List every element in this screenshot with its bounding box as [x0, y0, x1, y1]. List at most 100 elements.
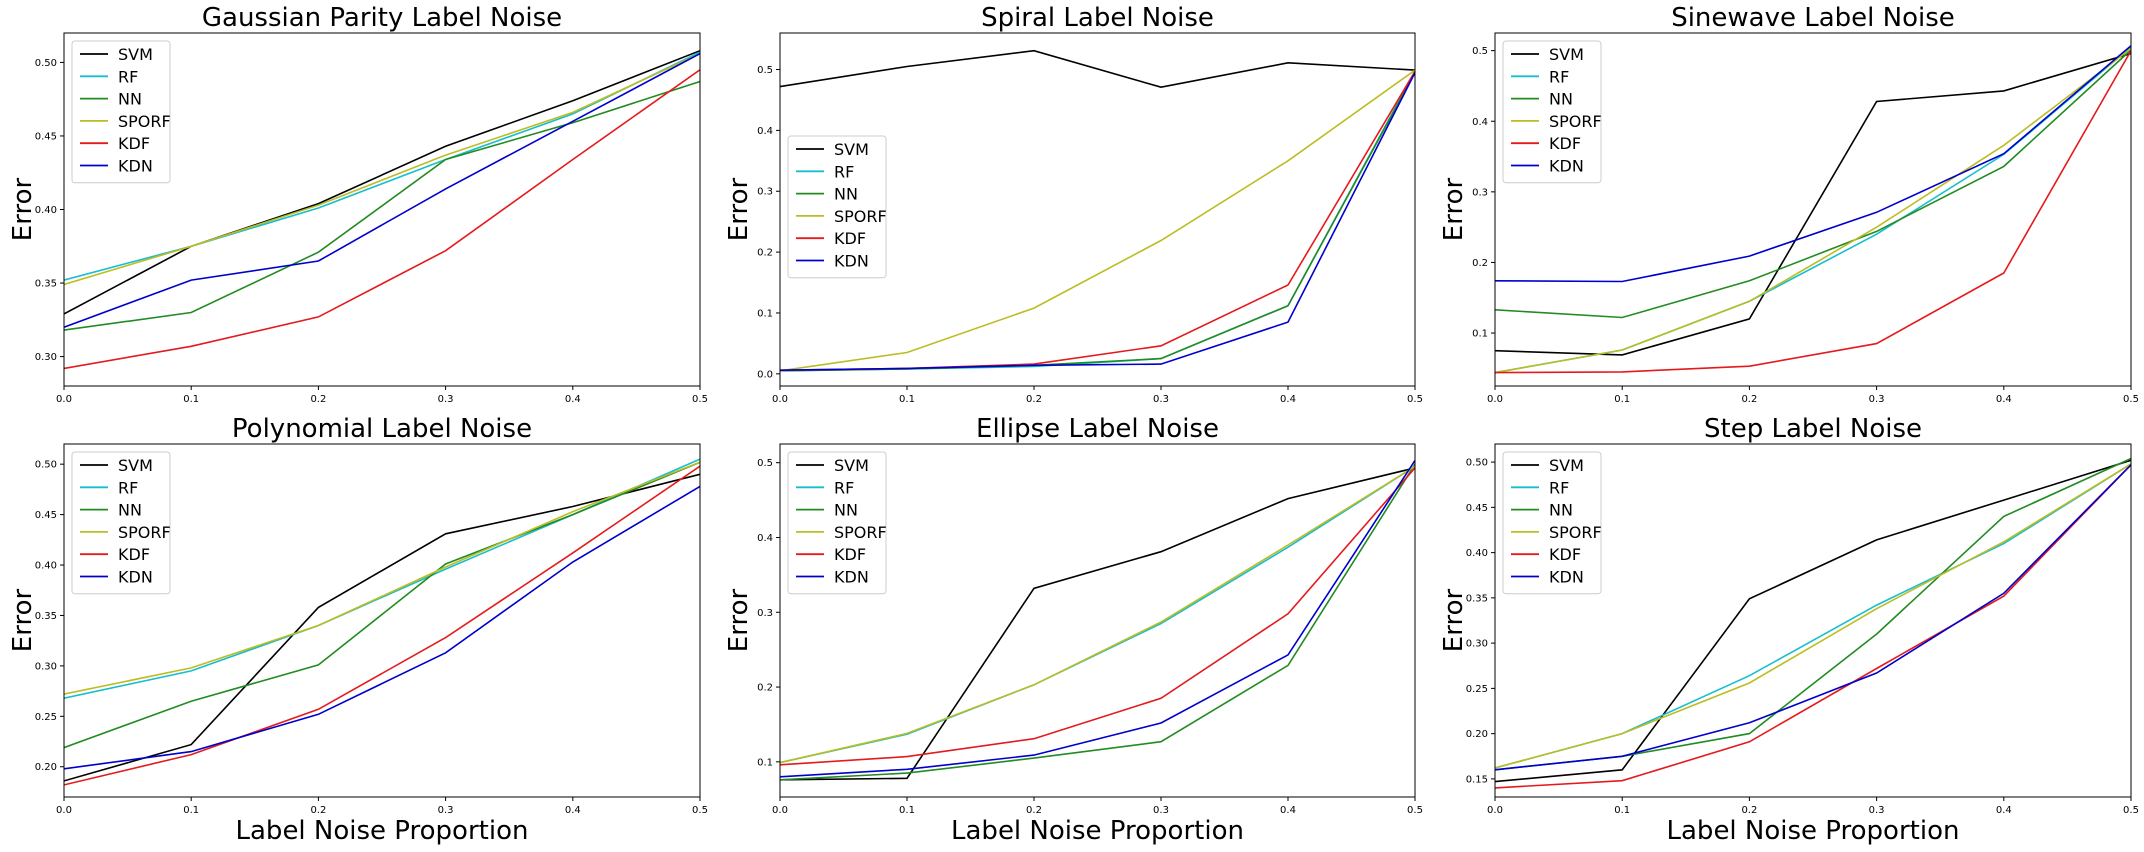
y-tick-label: 0.2 — [1472, 258, 1488, 269]
chart-panel-5: Ellipse Label Noise 0.0 0.1 0.2 0.3 0.4 0.5 0.1… — [724, 414, 1423, 846]
x-tick-label: 0.3 — [438, 805, 454, 816]
series-line-sporf — [1495, 47, 2131, 374]
x-tick-label: 0.1 — [899, 805, 915, 816]
legend-label-kdf: KDF — [118, 134, 150, 153]
x-tick-label: 0.2 — [1741, 805, 1757, 816]
series-line-kdf — [1495, 464, 2131, 789]
series-line-svm — [780, 467, 1415, 781]
legend: SVM RF NN SPORF KDF KDN — [71, 451, 171, 595]
x-tick-label: 0.5 — [692, 394, 708, 405]
x-tick-label: 0.2 — [310, 394, 326, 405]
x-tick-label: 0.3 — [1869, 394, 1885, 405]
x-tick-label: 0.1 — [183, 394, 199, 405]
chart-panel-2: Spiral Label Noise 0.0 0.1 0.2 0.3 0.4 0.5 0.0 0… — [724, 3, 1423, 405]
y-tick-label: 0.30 — [35, 352, 57, 363]
chart-title: Sinewave Label Noise — [1671, 3, 1955, 33]
y-tick-label: 0.35 — [35, 611, 57, 622]
y-axis-label: Error — [724, 589, 754, 653]
y-tick-label: 0.45 — [35, 131, 57, 142]
legend: SVM RF NN SPORF KDF KDN — [71, 40, 171, 184]
x-tick-label: 0.4 — [1280, 805, 1296, 816]
legend-label-kdn: KDN — [1549, 568, 1584, 587]
legend-label-svm: SVM — [118, 45, 153, 64]
x-tick-label: 0.5 — [2123, 805, 2139, 816]
y-tick-label: 0.3 — [1472, 187, 1488, 198]
series-line-kdn — [1495, 45, 2131, 283]
x-tick-label: 0.2 — [1026, 805, 1042, 816]
legend-label-rf: RF — [118, 67, 138, 86]
legend: SVM RF NN SPORF KDF KDN — [1502, 451, 1602, 595]
y-tick-label: 0.4 — [757, 126, 773, 137]
y-axis-label: Error — [8, 589, 38, 653]
x-axis-label: Label Noise Proportion — [1667, 816, 1960, 846]
y-tick-label: 0.20 — [35, 762, 57, 773]
legend-label-sporf: SPORF — [1549, 112, 1602, 131]
x-tick-label: 0.0 — [1487, 394, 1503, 405]
legend-label-svm: SVM — [1549, 45, 1584, 64]
x-tick-label: 0.0 — [1487, 805, 1503, 816]
legend-label-kdf: KDF — [834, 229, 866, 248]
x-tick-label: 0.2 — [310, 805, 326, 816]
y-tick-label: 0.35 — [1466, 593, 1488, 604]
series-line-kdn — [64, 52, 700, 328]
y-tick-label: 0.30 — [1466, 639, 1488, 650]
x-tick-label: 0.1 — [183, 805, 199, 816]
plot-frame — [63, 32, 701, 387]
legend-label-nn: NN — [1549, 90, 1573, 109]
plot-frame — [779, 32, 1416, 387]
legend: SVM RF NN SPORF KDF KDN — [787, 451, 887, 595]
chart-title: Step Label Noise — [1704, 414, 1922, 444]
legend-label-kdn: KDN — [118, 568, 153, 587]
series-line-kdf — [64, 69, 700, 370]
legend-label-kdf: KDF — [118, 545, 150, 564]
y-tick-label: 0.4 — [1472, 117, 1488, 128]
series-line-kdn — [780, 72, 1415, 371]
x-tick-label: 0.0 — [772, 394, 788, 405]
legend-label-sporf: SPORF — [118, 112, 171, 131]
x-tick-label: 0.3 — [438, 394, 454, 405]
legend-label-sporf: SPORF — [118, 523, 171, 542]
x-tick-label: 0.4 — [1996, 805, 2012, 816]
y-tick-label: 0.5 — [757, 458, 773, 469]
series-line-sporf — [64, 461, 700, 695]
legend-label-rf: RF — [118, 478, 138, 497]
series-line-sporf — [780, 69, 1415, 372]
plot-frame — [63, 443, 701, 798]
series-line-nn — [1495, 49, 2131, 319]
chart-title: Gaussian Parity Label Noise — [202, 3, 562, 33]
series-line-svm — [64, 49, 700, 315]
series-line-svm — [780, 49, 1415, 89]
series-line-svm — [1495, 459, 2131, 783]
legend-label-nn: NN — [834, 185, 858, 204]
y-tick-label: 0.25 — [35, 712, 57, 723]
y-tick-label: 0.5 — [1472, 46, 1488, 57]
y-tick-label: 0.3 — [757, 187, 773, 198]
x-tick-label: 0.3 — [1153, 394, 1169, 405]
series-line-sporf — [1495, 463, 2131, 769]
series-line-nn — [64, 80, 700, 331]
legend-label-kdn: KDN — [1549, 157, 1584, 176]
legend-label-svm: SVM — [834, 456, 869, 475]
series-line-svm — [64, 473, 700, 782]
y-axis-label: Error — [1439, 589, 1469, 653]
plot-frame — [1494, 32, 2132, 387]
x-axis-label: Label Noise Proportion — [951, 816, 1244, 846]
legend-label-rf: RF — [1549, 67, 1569, 86]
x-tick-label: 0.3 — [1153, 805, 1169, 816]
y-tick-label: 0.3 — [757, 608, 773, 619]
y-axis-label: Error — [1439, 178, 1469, 242]
chart-panel-3: Sinewave Label Noise 0.0 0.1 0.2 0.3 0.4 0.5 0.… — [1439, 3, 2139, 405]
legend-label-rf: RF — [834, 162, 854, 181]
series-line-sporf — [64, 52, 700, 286]
legend-label-svm: SVM — [118, 456, 153, 475]
legend-label-svm: SVM — [1549, 456, 1584, 475]
series-line-kdf — [64, 465, 700, 786]
x-tick-label: 0.4 — [1996, 394, 2012, 405]
y-tick-label: 0.0 — [757, 369, 773, 380]
series-line-kdf — [1495, 50, 2131, 374]
x-tick-label: 0.0 — [772, 805, 788, 816]
series-line-kdf — [780, 467, 1415, 766]
series-line-nn — [64, 461, 700, 749]
